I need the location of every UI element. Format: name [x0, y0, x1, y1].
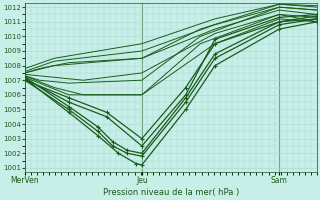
X-axis label: Pression niveau de la mer( hPa ): Pression niveau de la mer( hPa )	[103, 188, 239, 197]
